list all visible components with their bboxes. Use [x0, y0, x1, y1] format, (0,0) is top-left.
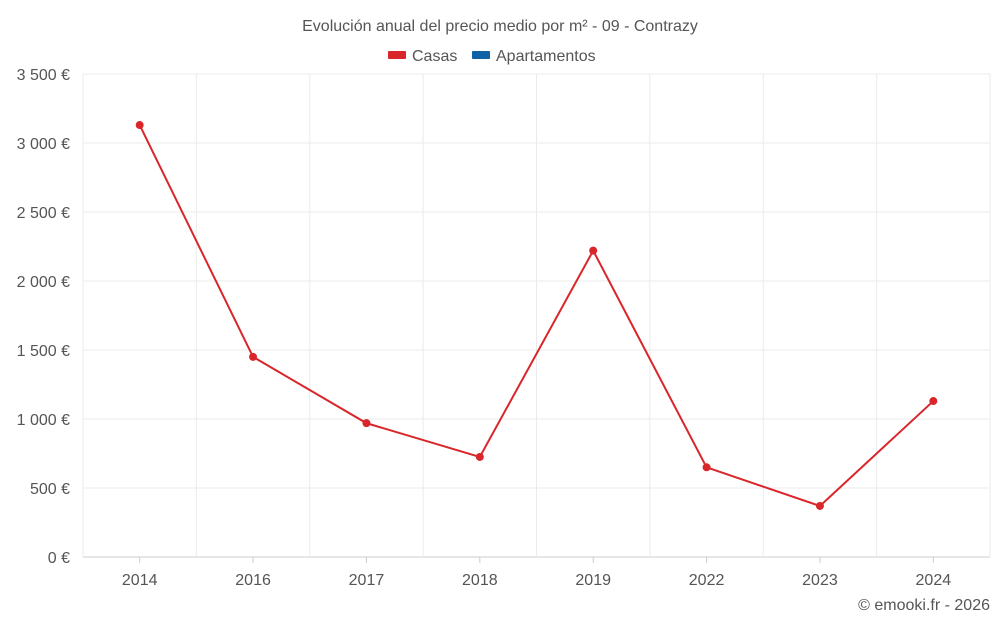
y-tick-label: 3 000 € — [17, 136, 70, 153]
x-tick-label: 2023 — [802, 572, 838, 589]
y-tick-label: 0 € — [48, 550, 70, 567]
legend-label: Casas — [412, 48, 457, 65]
series-line-casas — [138, 124, 934, 508]
legend-label: Apartamentos — [496, 48, 596, 65]
x-axis: 2014 2016 2017 2018 2019 2022 2023 2024 — [122, 557, 951, 589]
x-tick-label: 2022 — [689, 572, 725, 589]
data-point — [135, 121, 144, 130]
chart-title: Evolución anual del precio medio por m² … — [302, 18, 698, 35]
data-point — [929, 397, 938, 406]
y-tick-label: 500 € — [30, 481, 70, 498]
grid — [82, 73, 991, 558]
x-tick-label: 2016 — [235, 572, 271, 589]
data-point — [589, 246, 598, 255]
credit: © emooki.fr - 2026 — [858, 597, 990, 614]
data-point — [475, 452, 484, 461]
y-tick-label: 1 000 € — [17, 412, 70, 429]
data-point — [702, 463, 711, 472]
y-tick-label: 2 500 € — [17, 205, 70, 222]
legend-swatch — [388, 51, 406, 59]
x-tick-label: 2019 — [575, 572, 611, 589]
x-tick-label: 2024 — [916, 572, 952, 589]
data-point — [249, 352, 258, 361]
data-point — [815, 501, 824, 510]
y-tick-label: 1 500 € — [17, 343, 70, 360]
legend: Casas Apartamentos — [388, 48, 596, 65]
y-axis: 0 € 500 € 1 000 € 1 500 € 2 000 € 2 500 € 3 00… — [17, 67, 70, 567]
y-tick-label: 3 500 € — [17, 67, 70, 84]
x-tick-label: 2014 — [122, 572, 158, 589]
x-tick-label: 2018 — [462, 572, 498, 589]
y-tick-label: 2 000 € — [17, 274, 70, 291]
data-point — [362, 419, 371, 428]
x-tick-label: 2017 — [349, 572, 385, 589]
series-layer — [135, 121, 938, 510]
legend-swatch — [472, 51, 490, 59]
